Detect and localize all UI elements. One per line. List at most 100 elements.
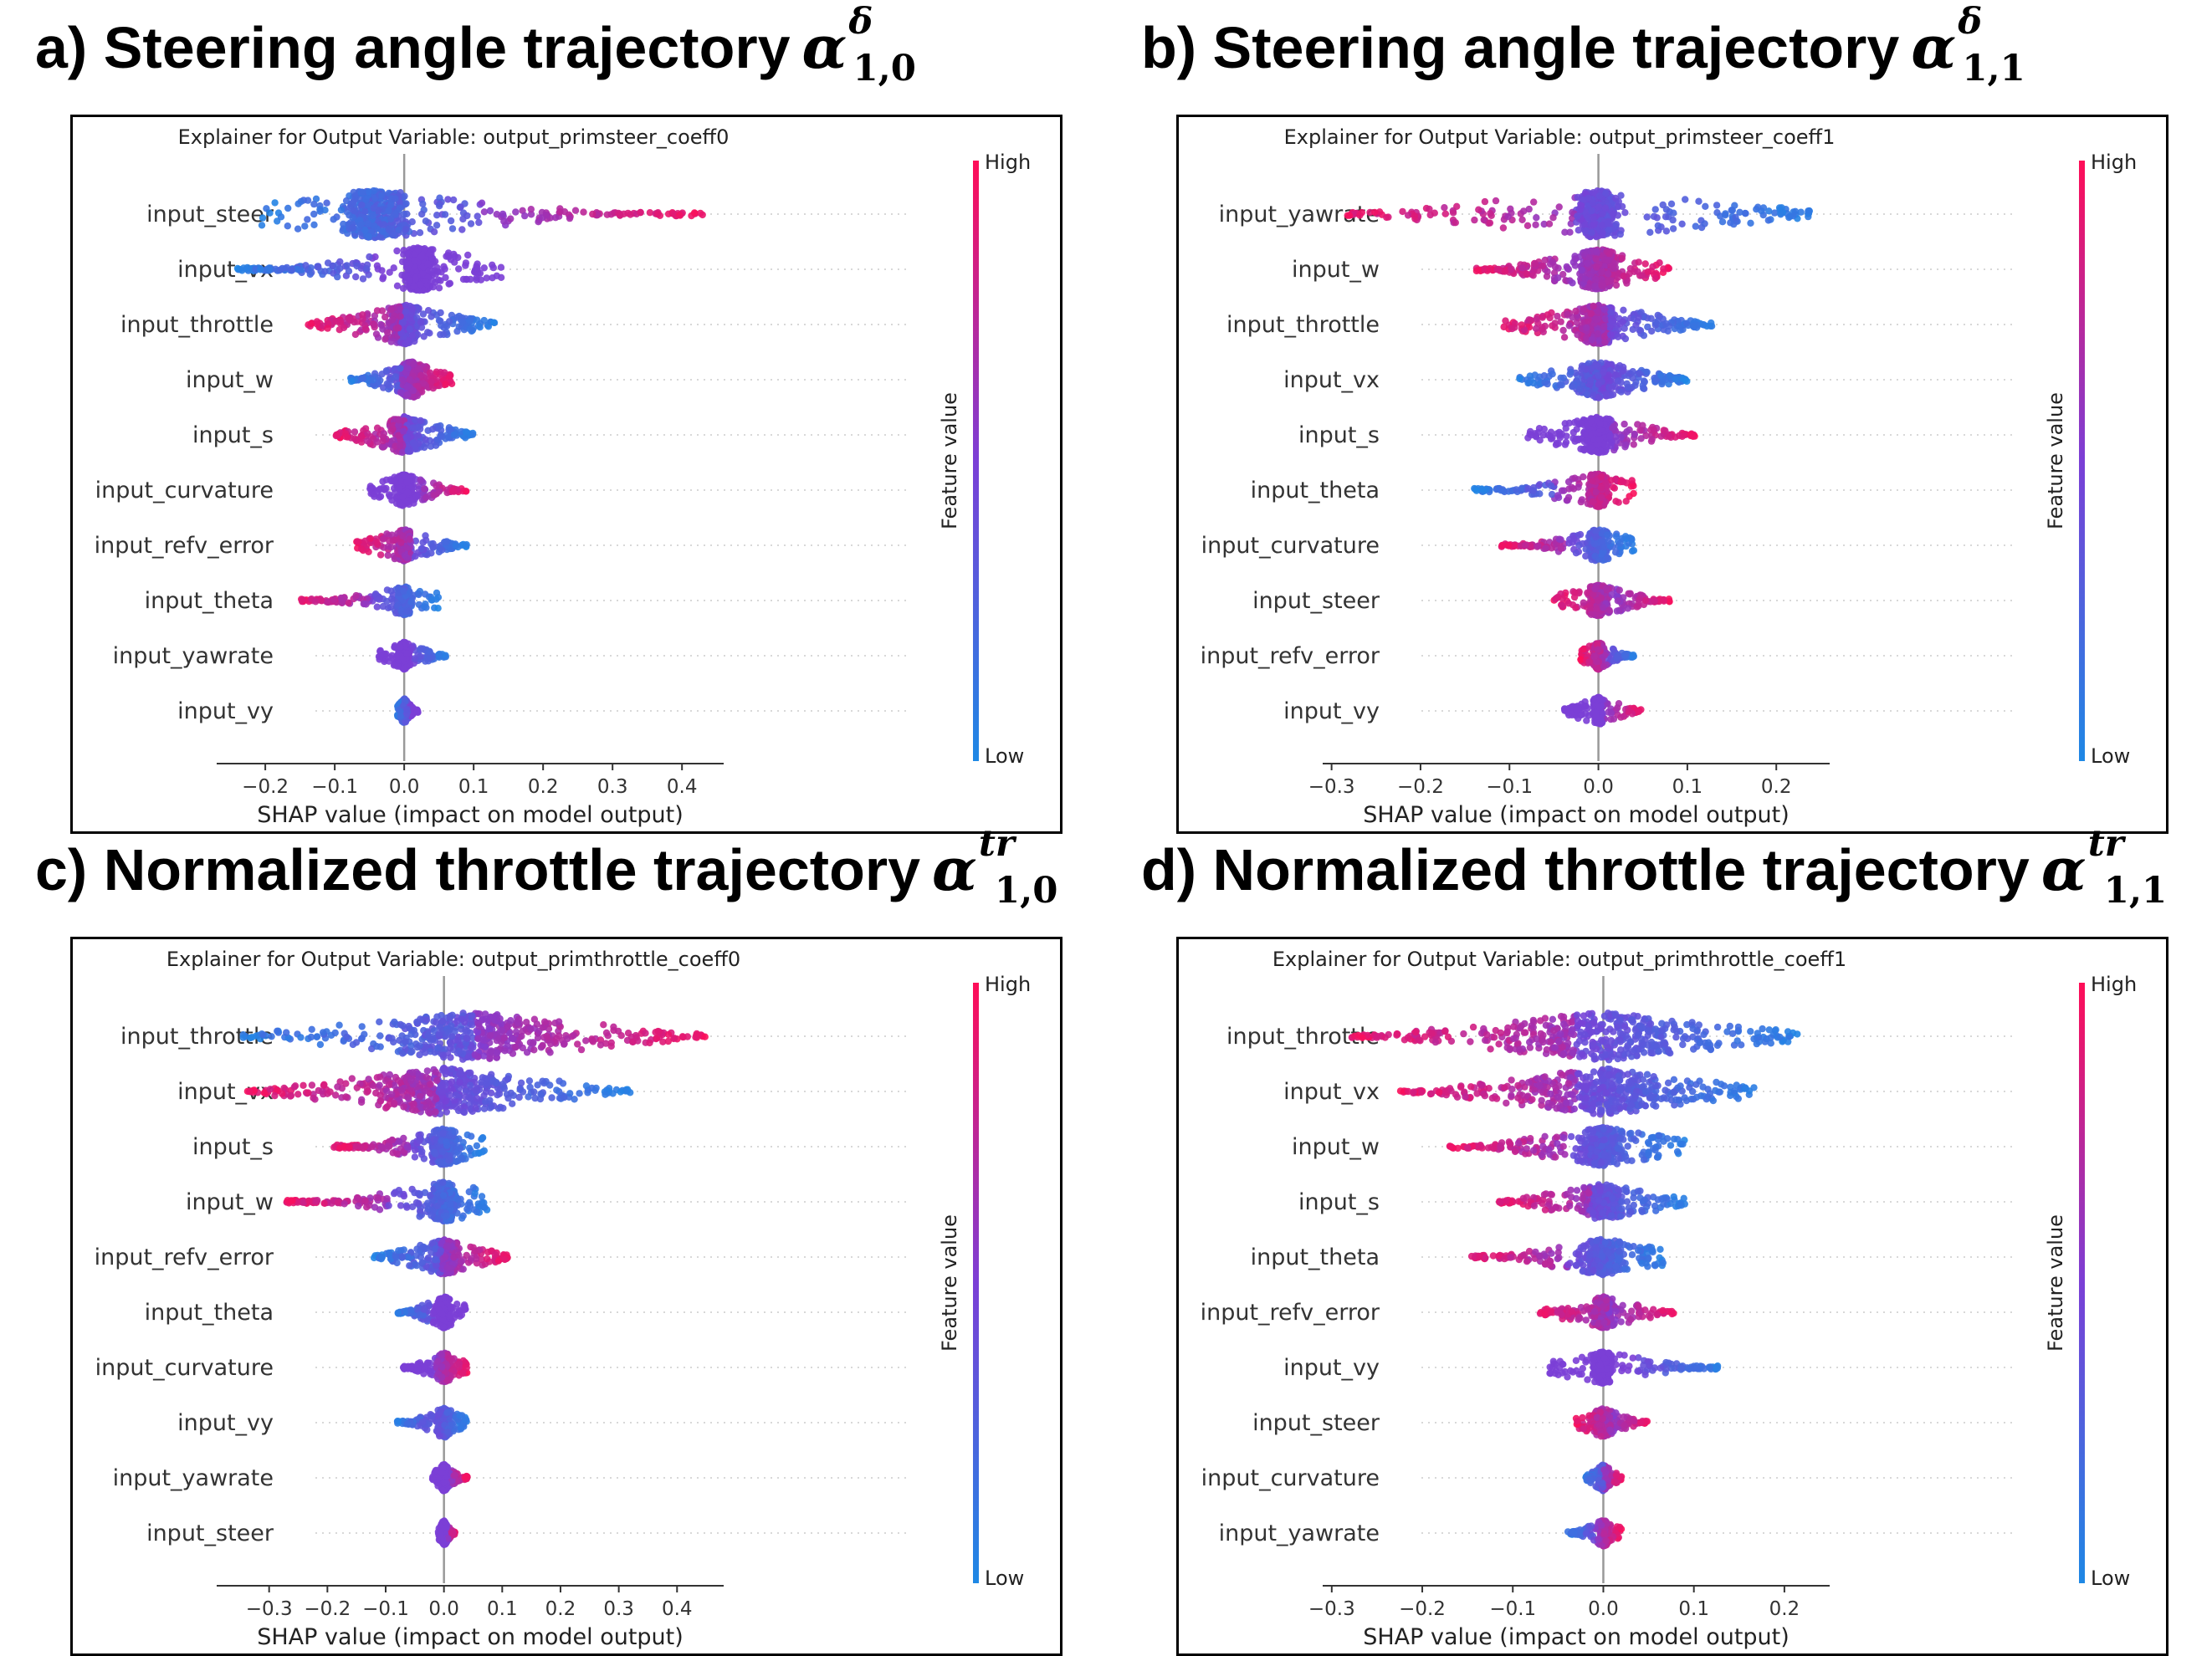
shap-dot — [1662, 320, 1669, 327]
shap-dot — [1678, 221, 1685, 227]
shap-dot — [418, 545, 425, 552]
shap-dot — [1593, 248, 1600, 254]
shap-dot — [1508, 266, 1514, 273]
panel-heading-text: b) Steering angle trajectory — [1141, 15, 1899, 80]
shap-dot — [399, 376, 406, 383]
shap-dot — [1588, 207, 1595, 214]
shap-dot — [1566, 322, 1573, 329]
shap-dot — [1676, 323, 1682, 330]
shap-dot — [1722, 212, 1728, 218]
shap-dot — [447, 372, 453, 379]
shap-dot — [443, 253, 449, 259]
shap-dot — [474, 264, 480, 271]
shap-dot — [362, 325, 369, 332]
shap-dot — [336, 258, 343, 265]
shap-dot — [451, 258, 458, 265]
shap-dot — [1590, 303, 1596, 309]
shap-dot — [1595, 308, 1601, 314]
shap-dot — [1605, 227, 1612, 233]
shap-dot — [1516, 376, 1523, 382]
shap-dot — [362, 196, 369, 202]
feature-label: input_throttle — [1226, 312, 1380, 338]
shap-dot — [455, 265, 462, 272]
shap-dot — [415, 432, 422, 438]
shap-dot — [402, 552, 408, 559]
shap-dot — [1683, 319, 1690, 326]
shap-dot — [446, 318, 453, 325]
shap-dot — [479, 200, 485, 207]
shap-dot — [442, 539, 448, 545]
shap-dot — [383, 367, 390, 374]
shap-dot — [428, 549, 434, 556]
shap-dot — [387, 215, 394, 222]
shap-dot — [1405, 212, 1411, 218]
shap-dot — [387, 604, 393, 611]
shap-dot — [469, 431, 476, 437]
shap-dot — [315, 263, 321, 270]
feature-label: input_steer — [146, 202, 274, 227]
shap-beeswarm-chart: Explainer for Output Variable: output_pr… — [1179, 117, 2166, 831]
shap-dot — [499, 211, 506, 217]
shap-dot — [1630, 368, 1636, 375]
shap-dot — [1592, 275, 1599, 282]
shap-dot — [1539, 324, 1545, 330]
shap-dot — [1371, 209, 1378, 216]
shap-dot — [1507, 206, 1513, 212]
shap-dot — [427, 250, 433, 257]
shap-dot — [1590, 215, 1597, 222]
shap-dot — [1541, 372, 1548, 379]
shap-dot — [374, 604, 381, 611]
shap-dot — [1623, 279, 1630, 286]
shap-dot — [387, 202, 394, 208]
feature-label: input_vy — [177, 698, 274, 724]
shap-dot — [404, 434, 411, 441]
shap-dot — [360, 375, 366, 381]
chart-title: Explainer for Output Variable: output_pr… — [1284, 125, 1836, 149]
shap-dot — [407, 325, 413, 332]
shap-dot — [1621, 273, 1627, 279]
shap-dot — [395, 325, 402, 331]
shap-dot — [1544, 273, 1550, 279]
shap-dot — [310, 211, 317, 217]
shap-dot — [1636, 327, 1642, 334]
shap-dot — [475, 219, 482, 226]
shap-dot — [387, 588, 394, 595]
shap-dot — [400, 319, 407, 326]
shap-dot — [411, 441, 417, 447]
shap-dot — [1695, 198, 1702, 205]
shap-dot — [428, 378, 434, 385]
shap-dot — [451, 432, 458, 438]
shap-dot — [1642, 260, 1649, 267]
shap-dot — [1442, 211, 1449, 217]
shap-dot — [464, 252, 471, 258]
shap-dot — [1620, 307, 1626, 314]
shap-dot — [1572, 308, 1579, 314]
shap-dot — [1560, 375, 1567, 381]
shap-dot — [1605, 220, 1611, 227]
shap-dot — [445, 280, 452, 287]
feature-label: input_refv_error — [95, 533, 274, 559]
shap-dot — [1577, 206, 1584, 212]
shap-dot — [450, 251, 457, 258]
shap-dot — [430, 284, 437, 290]
shap-dot — [351, 192, 358, 199]
shap-dot — [1569, 383, 1575, 390]
shap-dot — [1602, 205, 1609, 212]
shap-dot — [498, 264, 504, 271]
shap-dot — [1612, 264, 1619, 271]
shap-dot — [417, 417, 424, 424]
shap-dot — [358, 432, 365, 439]
shap-dot — [379, 228, 386, 235]
shap-dot — [543, 212, 550, 218]
shap-dot — [1565, 266, 1572, 273]
shap-dot — [481, 208, 488, 215]
shap-dot — [1747, 220, 1754, 227]
shap-dot — [1615, 198, 1622, 205]
shap-dot — [1482, 198, 1488, 205]
shap-dot — [333, 318, 340, 325]
shap-dot — [1732, 214, 1738, 221]
shap-dot — [391, 478, 397, 485]
shap-dot — [359, 311, 366, 318]
